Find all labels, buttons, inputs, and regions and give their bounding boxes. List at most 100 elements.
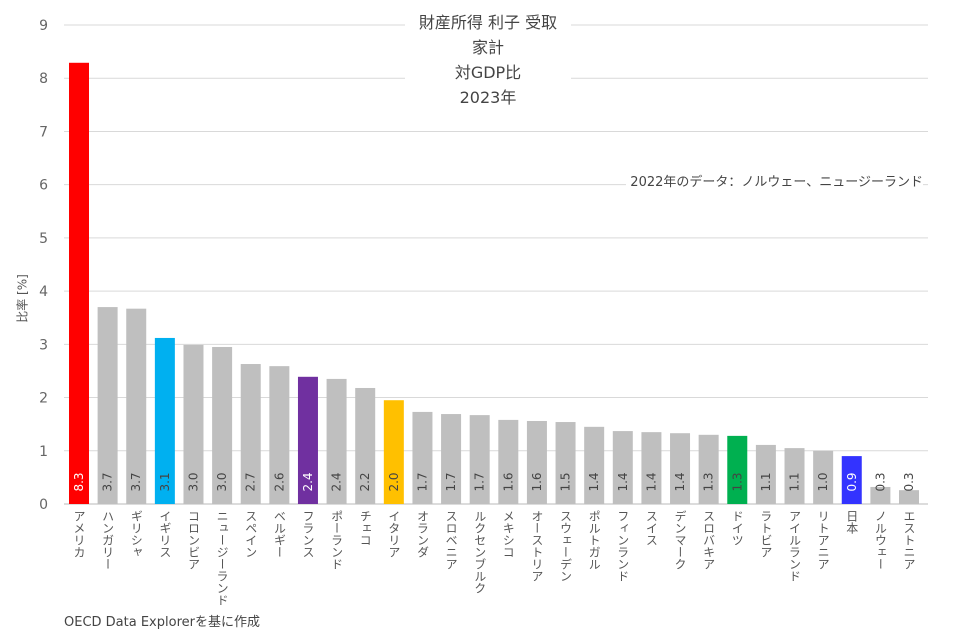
bar: [326, 378, 347, 504]
data-label: 3.1: [158, 472, 172, 491]
y-tick-label: 8: [39, 71, 48, 87]
bar: [641, 432, 662, 504]
chart-note: 2022年のデータ：ノルウェー、ニュージーランド: [626, 171, 923, 190]
data-label: 2.2: [358, 472, 372, 491]
data-label: 1.6: [501, 472, 515, 491]
y-tick-label: 7: [39, 124, 48, 140]
bar: [555, 422, 576, 504]
bar: [755, 444, 776, 504]
data-label: 3.0: [186, 472, 200, 491]
data-label: 1.1: [788, 472, 802, 491]
data-label: 2.4: [301, 472, 315, 491]
x-tick-label: フィンランド: [615, 510, 630, 582]
bar: [97, 307, 118, 504]
data-label: 1.1: [759, 472, 773, 491]
x-tick-label: エストニア: [902, 510, 916, 570]
y-tick-label: 3: [39, 337, 48, 353]
bar: [441, 414, 462, 504]
data-label: 2.0: [387, 472, 401, 491]
x-tick-label: イタリア: [386, 510, 401, 558]
x-tick-label: リトアニア: [816, 510, 831, 570]
bar: [870, 486, 891, 504]
data-label: 1.4: [587, 472, 601, 491]
x-tick-label: スイス: [644, 510, 659, 546]
bar: [670, 433, 691, 504]
y-tick-label: 1: [39, 444, 48, 460]
bar: [612, 431, 633, 504]
data-label: 0.3: [902, 472, 916, 491]
data-label: 8.3: [72, 472, 86, 491]
x-tick-label: ドイツ: [730, 510, 745, 546]
x-tick-label: スウェーデン: [558, 510, 573, 582]
y-tick-label: 0: [39, 497, 48, 513]
x-tick-label: アイルランド: [787, 510, 802, 582]
bar: [584, 426, 605, 504]
x-tick-label: 日本: [844, 510, 859, 534]
x-tick-label: ギリシャ: [129, 510, 144, 558]
data-label: 0.9: [845, 472, 859, 491]
bar: [69, 62, 89, 504]
data-label: 1.4: [673, 472, 687, 491]
title-line-3: 対GDP比: [454, 63, 522, 82]
bar: [183, 344, 204, 504]
data-label: 1.4: [616, 472, 630, 491]
bar: [899, 490, 919, 504]
x-tick-label: メキシコ: [501, 510, 516, 558]
title-line-4: 2023年: [459, 88, 517, 107]
x-tick-label: スペイン: [243, 510, 258, 558]
y-axis-label: 比率 [%]: [15, 274, 30, 323]
chart-title: 財産所得 利子 受取 家計 対GDP比 2023年: [405, 10, 571, 110]
data-label: 1.7: [473, 472, 487, 491]
data-label: 1.7: [415, 472, 429, 491]
bar: [698, 434, 719, 504]
x-tick-label: ルクセンブルク: [472, 510, 487, 594]
bar: [154, 337, 175, 504]
x-tick-label: アメリカ: [72, 510, 86, 558]
data-label: 2.4: [330, 472, 344, 491]
bar: [727, 435, 748, 504]
title-line-1: 財産所得 利子 受取: [418, 13, 558, 32]
data-label: 1.4: [644, 472, 658, 491]
x-tick-label: ポーランド: [329, 510, 344, 570]
bar: [212, 346, 233, 504]
data-label: 2.7: [244, 472, 258, 491]
bar: [469, 415, 490, 504]
bar: [841, 456, 862, 504]
data-label: 0.3: [873, 472, 887, 491]
data-label: 2.6: [272, 472, 286, 491]
bar: [269, 366, 290, 504]
bar: [412, 411, 433, 504]
data-label: 3.7: [101, 472, 115, 491]
y-tick-label: 6: [39, 178, 48, 194]
x-tick-label: フランス: [300, 510, 315, 558]
y-tick-label: 5: [39, 231, 48, 247]
x-tick-label: スロバキア: [701, 510, 716, 570]
x-tick-label: ハンガリー: [100, 510, 115, 570]
source-note: OECD Data Explorerを基に作成: [64, 615, 260, 630]
x-tick-label: オーストリア: [529, 510, 544, 582]
x-tick-label: ノルウェー: [873, 510, 888, 570]
data-label: 1.7: [444, 472, 458, 491]
y-tick-label: 4: [39, 284, 48, 300]
bar: [784, 448, 805, 504]
data-label: 1.6: [530, 472, 544, 491]
data-label: 1.3: [730, 472, 744, 491]
bar: [498, 419, 519, 504]
x-tick-label: コロンビア: [186, 510, 201, 570]
bar: [813, 450, 834, 504]
y-tick-label: 2: [39, 391, 48, 407]
x-tick-label: チェコ: [358, 510, 373, 546]
data-label: 1.0: [816, 472, 830, 491]
x-tick-label: オランダ: [415, 510, 430, 558]
bar: [383, 400, 404, 504]
data-label: 3.7: [129, 472, 143, 491]
bar: [297, 376, 318, 504]
x-tick-label: ラトビア: [758, 510, 773, 558]
bar: [526, 420, 547, 504]
x-tick-label: デンマーク: [673, 510, 688, 570]
title-line-2: 家計: [471, 38, 504, 57]
x-tick-label: ポルトガル: [587, 510, 602, 570]
data-label: 1.3: [702, 472, 716, 491]
x-tick-label: ベルギー: [272, 510, 287, 558]
y-tick-label: 9: [39, 18, 48, 34]
